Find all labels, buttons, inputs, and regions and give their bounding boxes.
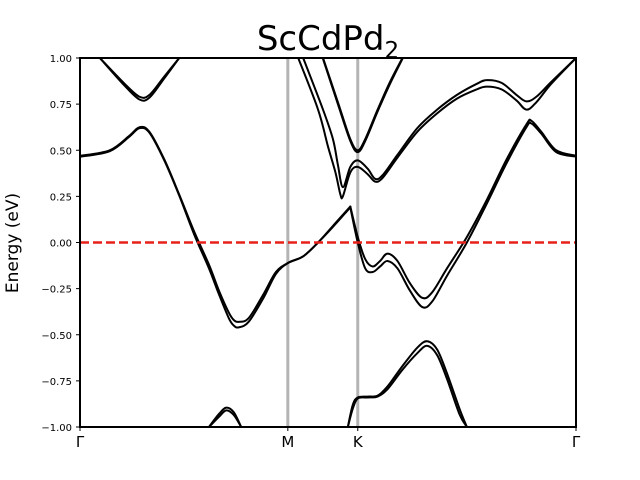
band-line-12 <box>207 409 243 427</box>
band-line-1 <box>98 58 181 99</box>
band-line-5 <box>349 118 576 300</box>
band-line-3 <box>80 125 352 323</box>
band-line-4 <box>80 126 352 329</box>
x-tick-label: Γ <box>572 433 581 451</box>
plot-area: −1.00 −0.75 −0.50 −0.25 0.00 0.25 0.50 0.75 1.00… <box>41 54 580 451</box>
y-tick-label: 0.50 <box>50 146 72 157</box>
chart-title-subscript: 2 <box>385 38 400 64</box>
x-tick-label: K <box>353 433 364 451</box>
x-tick-label: M <box>281 433 294 451</box>
y-axis-label: Energy (eV) <box>3 193 23 293</box>
band-line-8 <box>302 58 576 189</box>
plot-clip-group <box>80 58 576 427</box>
y-tick-label: −0.75 <box>41 377 72 388</box>
band-line-7 <box>297 58 576 200</box>
y-tick-label: −0.50 <box>41 331 72 342</box>
y-tick-label: −0.25 <box>41 285 72 296</box>
y-tick-label: 0.75 <box>50 100 72 111</box>
y-tick-label: −1.00 <box>41 423 72 434</box>
y-tick-label: 0.25 <box>50 192 72 203</box>
y-tick-label: 0.00 <box>50 239 72 250</box>
band-line-2 <box>98 58 181 102</box>
band-line-6 <box>349 121 576 309</box>
band-line-14 <box>346 344 468 427</box>
band-line-11 <box>207 406 243 427</box>
x-tick-label: Γ <box>76 433 85 451</box>
band-line-10 <box>322 58 404 154</box>
y-tick-label: 1.00 <box>50 54 72 65</box>
band-line-9 <box>322 58 404 152</box>
chart-title-main: ScCdPd <box>257 19 385 59</box>
